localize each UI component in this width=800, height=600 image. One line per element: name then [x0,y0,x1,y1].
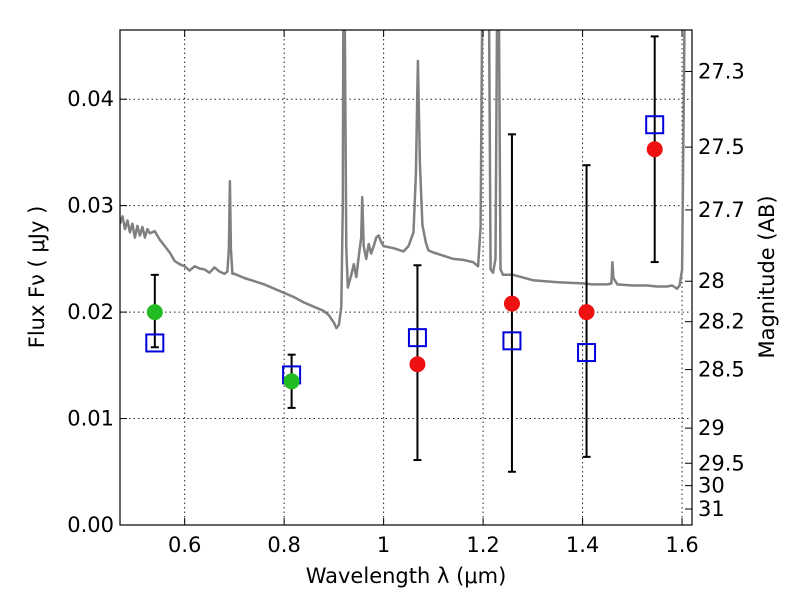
y-tick-label: 0.02 [67,300,114,324]
observed-flux-point [283,373,300,390]
y-tick-label: 0.04 [67,87,114,111]
right-tick-label: 28 [698,269,725,293]
right-tick-label: 28.2 [698,310,745,334]
model-square-marker [502,331,522,351]
x-tick-label: 1.2 [466,533,499,557]
right-tick-label: 27.7 [698,198,745,222]
grid [120,30,692,525]
axes-frame [119,29,693,526]
observed-flux-point [409,356,426,373]
ticks: 0.6 0.8 1 1.2 1.4 1.6 0.00 0.01 0.02 0.03 0.04 27.3… [67,30,745,557]
right-tick-label: 27.3 [698,60,745,84]
y-tick-label: 0.03 [67,194,114,218]
y-tick-label: 0.01 [67,407,114,431]
observed-flux-point [146,304,163,321]
model-square-marker [145,333,165,353]
x-tick-label: 0.6 [168,533,201,557]
x-tick-label: 1.6 [665,533,698,557]
plot-area [120,30,686,473]
model-square-marker [645,115,665,135]
y-tick-label: 0.00 [67,513,114,537]
x-tick-label: 1.4 [566,533,599,557]
observed-flux-point [646,141,663,158]
observed-flux-point [503,295,520,312]
y-axis-right-label: Magnitude (AB) [755,195,779,358]
x-axis-label: Wavelength λ (μm) [306,564,507,588]
observed-flux-point [578,304,595,321]
right-tick-label: 29.5 [698,451,745,475]
x-tick-label: 0.8 [267,533,300,557]
sed-model-line [120,30,686,330]
x-tick-label: 1 [377,533,390,557]
right-tick-label: 28.5 [698,358,745,382]
right-tick-label: 31 [698,497,725,521]
y-axis-label: Flux Fν ( μJy ) [25,206,49,349]
model-square-marker [577,343,597,363]
right-tick-label: 29 [698,416,725,440]
model-square-marker [407,328,427,348]
right-tick-label: 30 [698,474,725,498]
right-tick-label: 27.5 [698,135,745,159]
